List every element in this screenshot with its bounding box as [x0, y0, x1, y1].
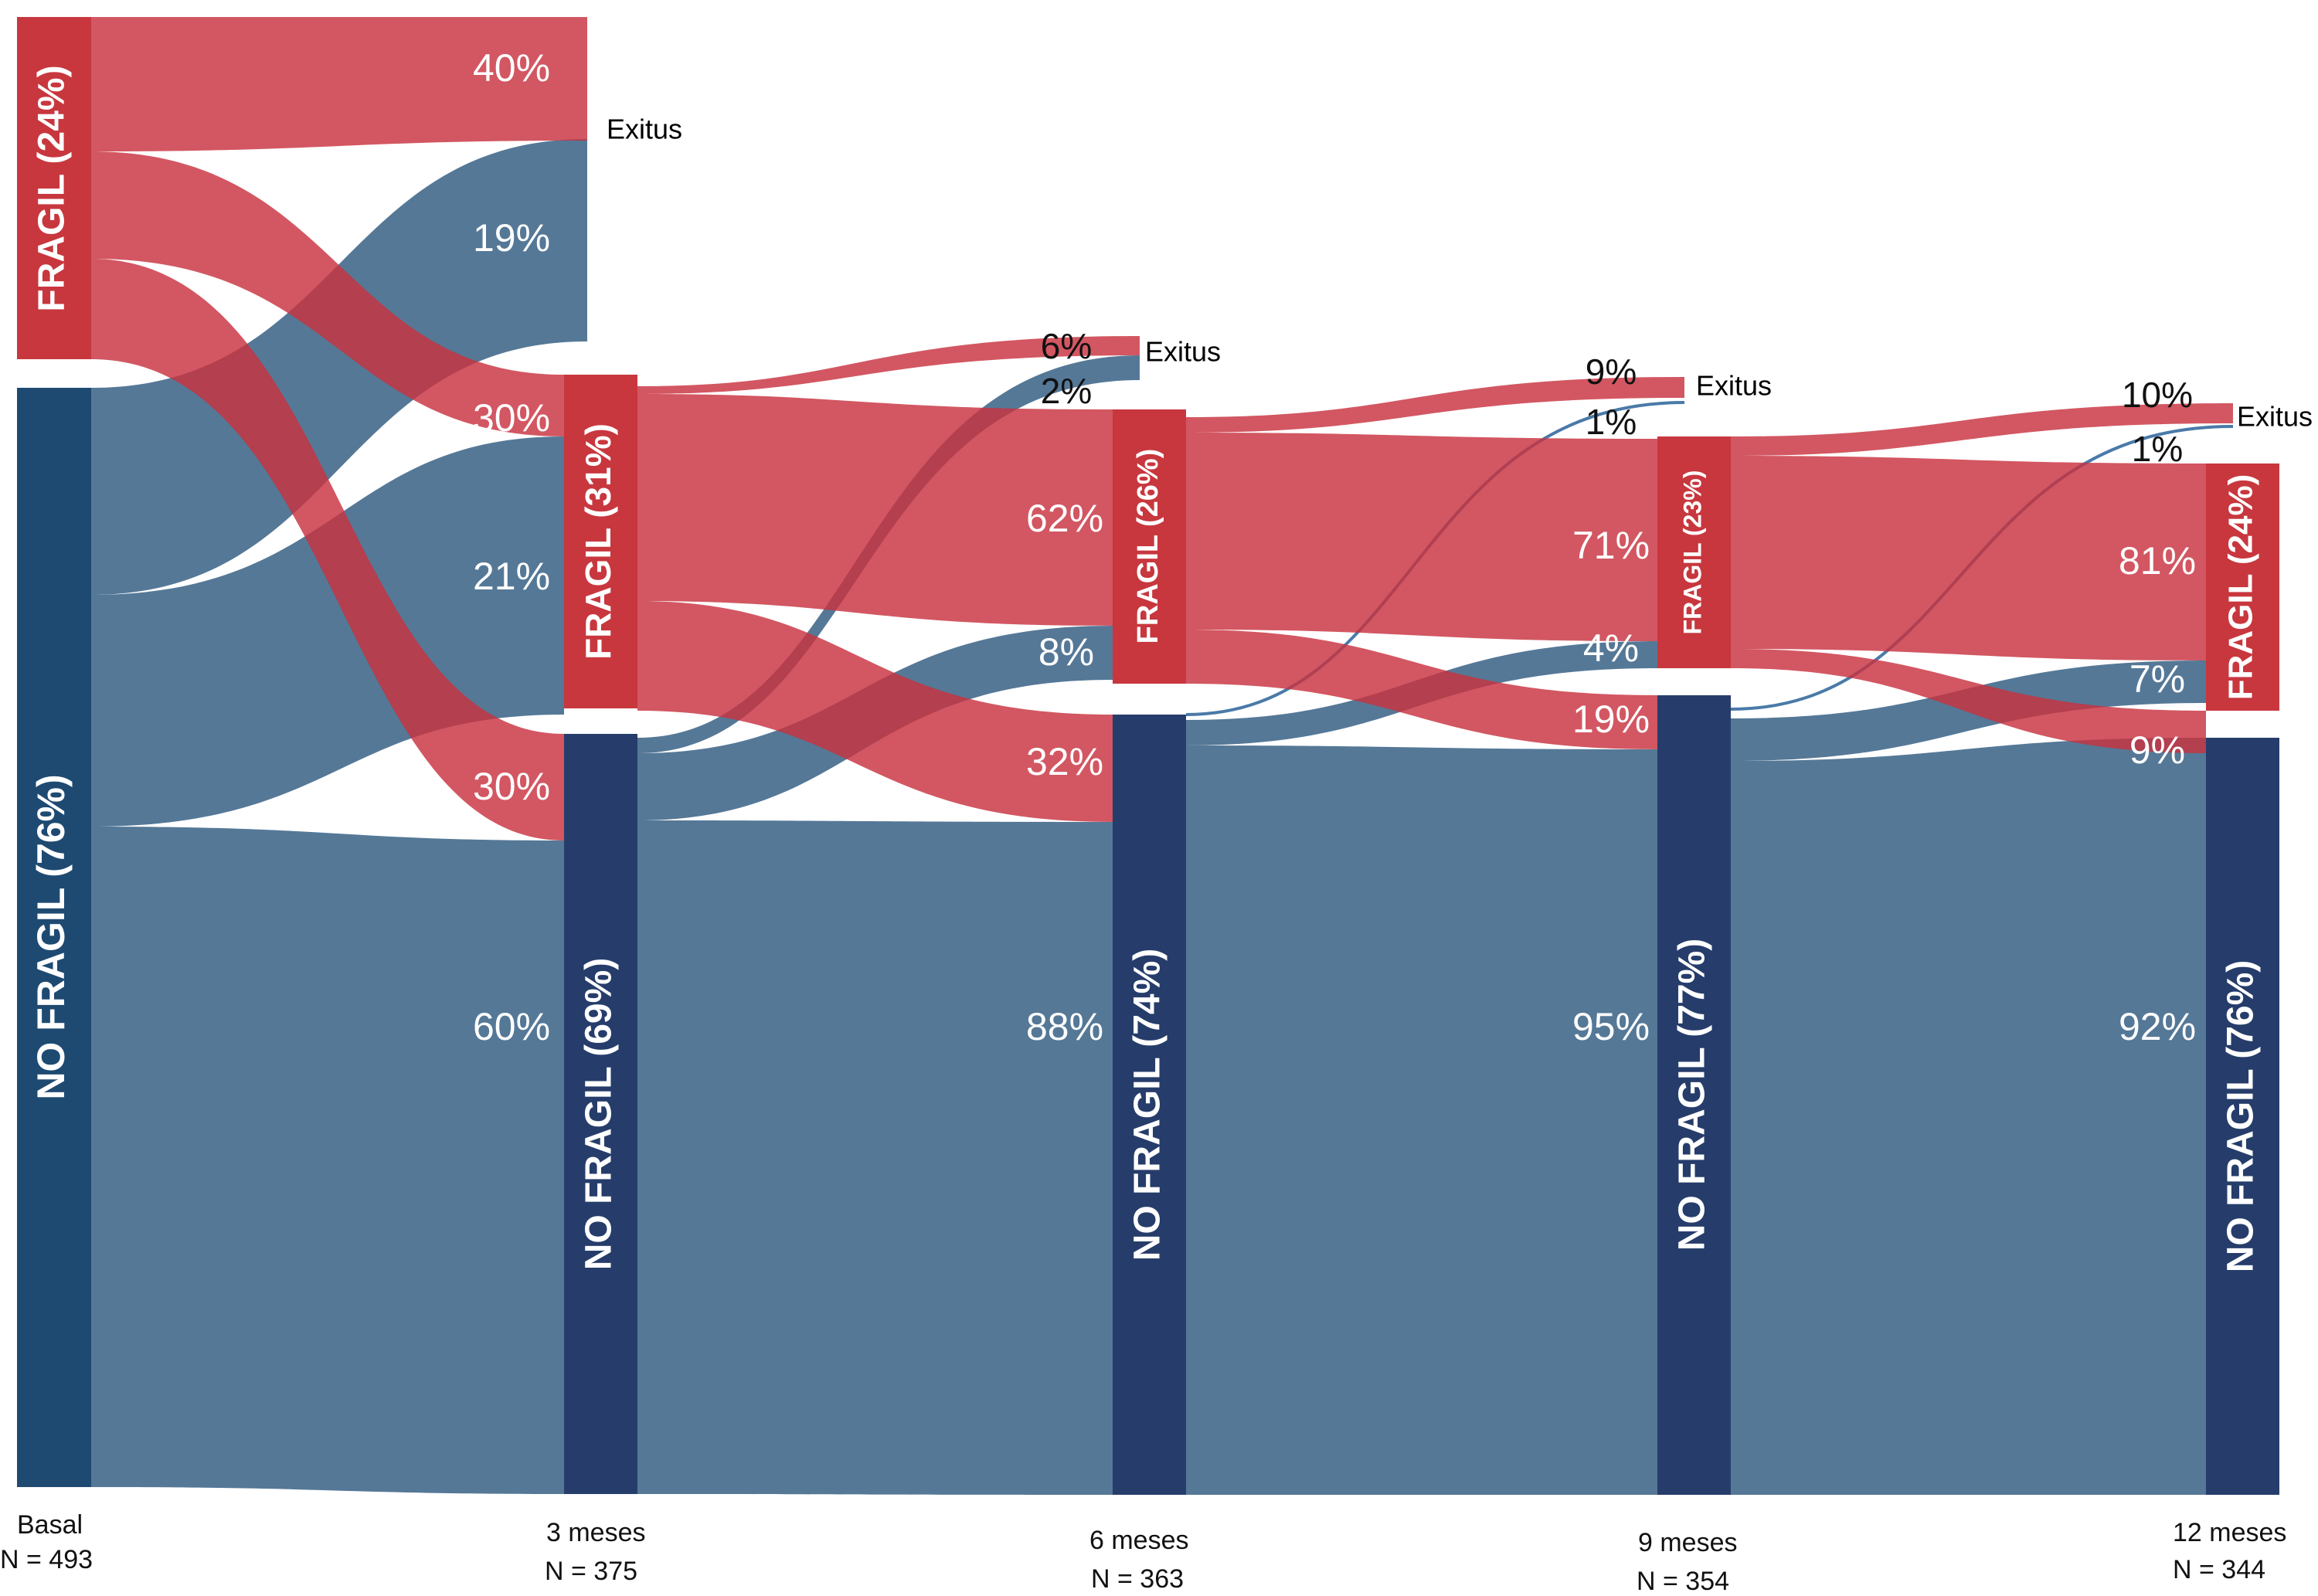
node-3m-nofragil [564, 734, 637, 1494]
flow-6m-fragil-to-exitus [1186, 377, 1684, 433]
stage-3m-n: N = 375 [545, 1557, 637, 1586]
pct-s4-fragil-fragil: 81% [2119, 539, 2196, 582]
node-6m-fragil-label: FRAGIL (26%) [1132, 449, 1164, 644]
pct-s2-nofragil-exitus: 2% [1041, 371, 1092, 411]
pct-s4-fragil-nofragil: 9% [2129, 728, 2185, 772]
node-9m-nofragil [1657, 695, 1731, 1495]
pct-s3-nofragil-exitus: 1% [1586, 402, 1637, 442]
node-basal-nofragil-label: NO FRAGIL (76%) [29, 774, 73, 1099]
flow-basal-fragil-to-fragil [91, 151, 564, 436]
stage-basal-n: N = 493 [0, 1545, 93, 1574]
pct-s2-fragil-fragil: 62% [1026, 497, 1103, 540]
pct-s2-nofragil-nofragil: 88% [1026, 1005, 1103, 1048]
pct-s3-fragil-exitus: 9% [1586, 351, 1637, 392]
node-basal-nofragil [17, 388, 91, 1487]
flow-basal-nofragil-to-fragil [91, 436, 564, 827]
pct-s4-nofragil-exitus: 1% [2132, 429, 2183, 469]
flows-9m-to-12m [1730, 403, 2234, 1495]
flow-6m-fragil-to-nofragil [1186, 630, 1657, 749]
exitus-label-9m: Exitus [1696, 370, 1772, 402]
pct-s1-fragil-nofragil: 30% [473, 765, 550, 808]
exitus-label-6m: Exitus [1145, 336, 1221, 368]
node-6m-nofragil-label: NO FRAGIL (74%) [1127, 949, 1168, 1261]
node-3m-nofragil-label: NO FRAGIL (69%) [579, 958, 620, 1270]
stage-6m-name: 6 meses [1089, 1526, 1189, 1555]
flow-9m-fragil-to-exitus [1731, 403, 2233, 456]
node-12m-nofragil-label: NO FRAGIL (76%) [2221, 960, 2262, 1272]
flow-basal-fragil-to-exitus [91, 17, 587, 151]
node-6m-fragil [1113, 409, 1186, 684]
pct-s2-nofragil-fragil: 8% [1038, 630, 1094, 674]
pct-s3-nofragil-fragil: 4% [1583, 627, 1639, 670]
flow-basal-nofragil-to-nofragil [91, 827, 564, 1494]
node-basal-fragil-label: FRAGIL (24%) [32, 65, 73, 311]
pct-s4-fragil-exitus: 10% [2122, 375, 2193, 415]
pct-s1-nofragil-fragil: 21% [473, 555, 550, 598]
flows-basal-to-3m [91, 17, 587, 1494]
node-9m-nofragil-label: NO FRAGIL (77%) [1672, 939, 1713, 1251]
node-basal-fragil [17, 17, 91, 359]
pct-s4-nofragil-fragil: 7% [2129, 657, 2185, 701]
stage-12m-name: 12 meses [2173, 1518, 2286, 1547]
stage-12m-n: N = 344 [2173, 1555, 2265, 1584]
flow-basal-fragil-to-nofragil [91, 259, 564, 840]
pct-s3-fragil-fragil: 71% [1572, 524, 1650, 567]
node-12m-fragil-label: FRAGIL (24%) [2222, 474, 2260, 701]
flow-9m-fragil-to-nofragil [1731, 649, 2206, 753]
flow-9m-nofragil-to-nofragil [1731, 738, 2206, 1495]
flows-3m-to-6m [637, 336, 1140, 1495]
node-12m-nofragil [2206, 738, 2279, 1495]
flow-3m-fragil-to-exitus [637, 336, 1140, 394]
flow-percentages: 40% 19% 30% 21% 30% 60% 6% 2% 62% 8% 32%… [473, 46, 2196, 1048]
node-3m-fragil [564, 375, 637, 708]
stage-basal-name: Basal [17, 1510, 83, 1540]
pct-s2-fragil-nofragil: 32% [1026, 740, 1103, 783]
flow-3m-nofragil-to-nofragil [637, 820, 1113, 1495]
exitus-label-12m: Exitus [2237, 401, 2313, 433]
flows-6m-to-9m [1185, 377, 1685, 1495]
stage-9m-n: N = 354 [1637, 1567, 1729, 1596]
pct-s1-nofragil-nofragil: 60% [473, 1005, 550, 1048]
exitus-label-3m: Exitus [607, 114, 682, 145]
node-6m-nofragil [1113, 715, 1186, 1495]
stage-labels: Basal N = 493 3 meses N = 375 6 meses N … [0, 1510, 2286, 1596]
stage-3m-name: 3 meses [546, 1518, 646, 1547]
stage-9m-name: 9 meses [1638, 1528, 1738, 1557]
pct-s1-nofragil-exitus: 19% [473, 216, 550, 260]
exitus-labels: Exitus Exitus Exitus Exitus [607, 114, 2313, 433]
node-12m-fragil [2206, 464, 2279, 711]
stage-6m-n: N = 363 [1091, 1564, 1184, 1594]
pct-s1-fragil-exitus: 40% [473, 46, 550, 90]
flow-6m-fragil-to-fragil [1186, 433, 1657, 641]
flow-3m-fragil-to-fragil [637, 394, 1113, 626]
flow-6m-nofragil-to-nofragil [1186, 745, 1657, 1495]
pct-s2-fragil-exitus: 6% [1041, 326, 1092, 366]
pct-s1-fragil-fragil: 30% [473, 396, 550, 440]
node-9m-fragil-label: FRAGIL (23%) [1678, 470, 1706, 635]
pct-s3-fragil-nofragil: 19% [1572, 698, 1650, 741]
flow-basal-nofragil-to-exitus [91, 139, 587, 595]
pct-s3-nofragil-nofragil: 95% [1572, 1005, 1650, 1048]
nodes: FRAGIL (24%) NO FRAGIL (76%) FRAGIL (31%… [17, 17, 2279, 1495]
node-9m-fragil [1657, 436, 1731, 668]
flow-3m-fragil-to-nofragil [637, 601, 1113, 822]
flow-9m-fragil-to-fragil [1731, 456, 2206, 660]
node-3m-fragil-label: FRAGIL (31%) [578, 423, 618, 660]
pct-s4-nofragil-nofragil: 92% [2119, 1005, 2196, 1048]
